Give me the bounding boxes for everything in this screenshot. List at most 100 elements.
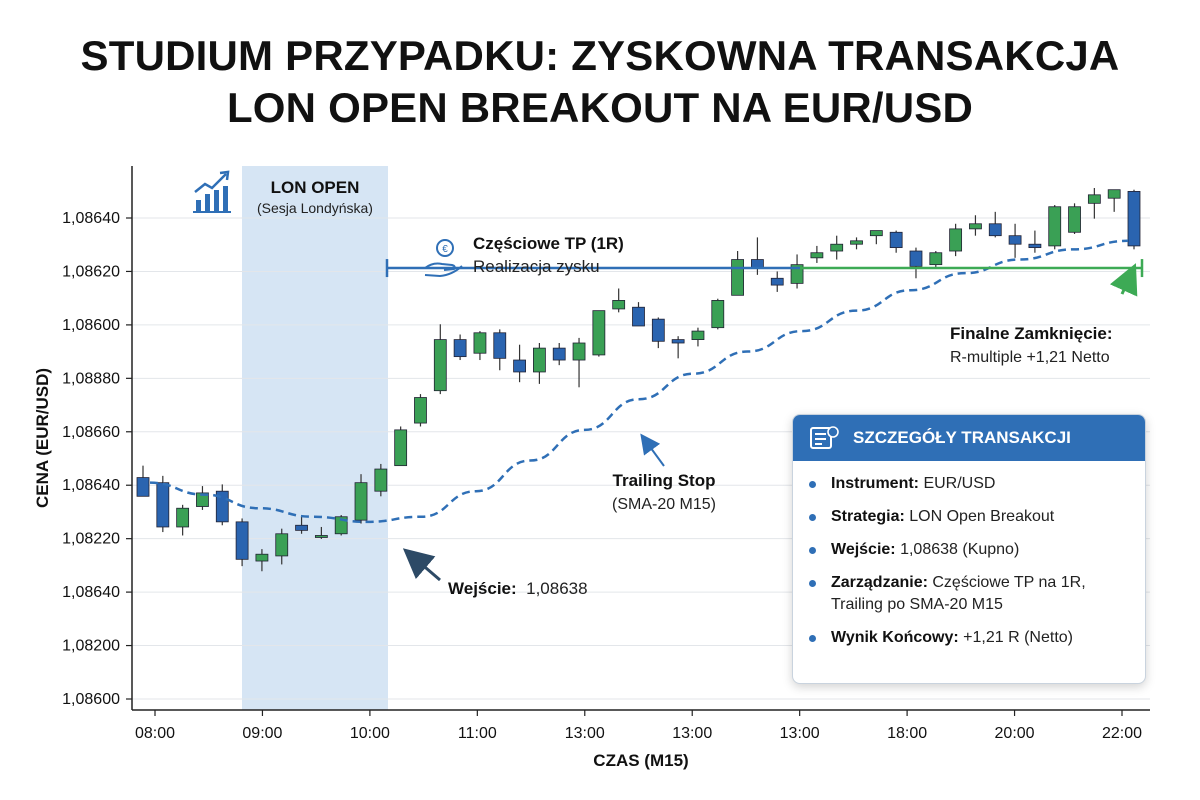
candle-bullish bbox=[869, 230, 883, 237]
x-axis-label: CZAS (M15) bbox=[593, 751, 688, 770]
session-title: LON OPEN bbox=[271, 178, 360, 197]
candle-bullish bbox=[414, 397, 427, 424]
candle-bullish bbox=[533, 347, 546, 373]
candle-bullish bbox=[830, 243, 844, 252]
final-close-arrow bbox=[1109, 263, 1138, 297]
candle-bearish bbox=[909, 250, 923, 267]
entry-label-key: Wejście: bbox=[448, 579, 517, 598]
panel-item-key: Instrument: bbox=[831, 475, 919, 492]
partial-tp-line bbox=[385, 259, 800, 278]
candle-bearish bbox=[1008, 235, 1022, 245]
candle-bearish bbox=[552, 347, 566, 361]
panel-item-result: Wynik Końcowy: +1,21 R (Netto) bbox=[805, 627, 1133, 649]
candles-group bbox=[136, 188, 1141, 572]
y-tick-label: 1,08880 bbox=[62, 370, 120, 387]
candle-bullish bbox=[850, 240, 863, 245]
candle-bullish bbox=[612, 300, 626, 310]
y-tick-label: 1,08640 bbox=[62, 584, 120, 601]
candle-bullish bbox=[394, 429, 408, 467]
trailing-stop-title: Trailing Stop bbox=[613, 471, 716, 490]
x-tick-label: 13:00 bbox=[780, 725, 820, 742]
session-subtitle: (Sesja Londyńska) bbox=[257, 200, 373, 216]
x-axis-ticks: 08:00 09:00 10:00 11:00 13:00 13:00 13:00 18:00… bbox=[135, 710, 1142, 742]
final-close-line bbox=[800, 259, 1144, 297]
candle-bullish bbox=[969, 223, 982, 230]
chart-up-icon bbox=[193, 170, 231, 213]
x-tick-label: 22:00 bbox=[1102, 725, 1142, 742]
x-tick-label: 10:00 bbox=[350, 725, 390, 742]
final-close-subtitle: R-multiple +1,21 Netto bbox=[950, 349, 1110, 366]
panel-item-value: EUR/USD bbox=[923, 475, 996, 492]
candle-bearish bbox=[156, 482, 170, 528]
candle-bullish bbox=[572, 342, 586, 361]
final-close-title: Finalne Zamknięcie: bbox=[950, 324, 1113, 343]
y-axis-ticks: 1,08640 1,08620 1,08600 1,08880 1,08660 1,086… bbox=[62, 210, 132, 708]
candle-bullish bbox=[711, 300, 725, 329]
y-tick-label: 1,08640 bbox=[62, 477, 120, 494]
y-tick-label: 1,08660 bbox=[62, 424, 120, 441]
panel-item-value: LON Open Breakout bbox=[909, 508, 1055, 525]
panel-item-value: Częściowe TP na 1R, Trailing po SMA-20 M… bbox=[831, 574, 1086, 613]
candle-bullish bbox=[374, 468, 388, 492]
page-title: STUDIUM PRZYPADKU: ZYSKOWNA TRANSAKCJA L… bbox=[0, 30, 1200, 134]
x-tick-label: 13:00 bbox=[672, 725, 712, 742]
panel-item-strategy: Strategia: LON Open Breakout bbox=[805, 506, 1133, 528]
candle-bullish bbox=[255, 553, 269, 562]
candle-bearish bbox=[215, 490, 229, 523]
panel-header: SZCZEGÓŁY TRANSAKCJI bbox=[793, 415, 1145, 461]
london-session-band bbox=[242, 166, 388, 710]
candle-bullish bbox=[949, 228, 963, 252]
panel-item-entry: Wejście: 1,08638 (Kupno) bbox=[805, 539, 1133, 561]
panel-title: SZCZEGÓŁY TRANSAKCJI bbox=[853, 428, 1071, 447]
y-axis-label: CENA (EUR/USD) bbox=[33, 368, 52, 508]
x-tick-label: 09:00 bbox=[242, 725, 282, 742]
entry-label: Wejście: 1,08638 bbox=[448, 579, 588, 598]
candle-bullish bbox=[473, 332, 487, 354]
candle-bearish bbox=[770, 277, 784, 286]
candle-bullish bbox=[1107, 189, 1121, 199]
candle-bearish bbox=[988, 223, 1002, 237]
candle-bullish bbox=[433, 339, 447, 392]
tp-subtitle: Realizacja zysku bbox=[473, 257, 600, 276]
title-line-1: STUDIUM PRZYPADKU: ZYSKOWNA TRANSAKCJA bbox=[80, 32, 1120, 79]
x-tick-label: 11:00 bbox=[458, 725, 497, 742]
candle-bullish bbox=[176, 507, 190, 528]
panel-item-management: Zarządzanie: Częściowe TP na 1R, Trailin… bbox=[805, 572, 1133, 616]
candle-bullish bbox=[731, 259, 744, 296]
panel-item-key: Strategia: bbox=[831, 508, 905, 525]
candle-bullish bbox=[929, 252, 943, 266]
y-tick-label: 1,08600 bbox=[62, 691, 120, 708]
x-tick-label: 18:00 bbox=[887, 725, 927, 742]
candle-bullish bbox=[275, 533, 289, 557]
candle-bearish bbox=[235, 521, 249, 560]
y-tick-label: 1,08220 bbox=[62, 531, 120, 548]
entry-label-value: 1,08638 bbox=[526, 579, 587, 598]
panel-list: Instrument: EUR/USD Strategia: LON Open … bbox=[793, 461, 1145, 649]
candle-bullish bbox=[354, 482, 368, 521]
candle-bearish bbox=[632, 306, 645, 327]
y-tick-label: 1,08600 bbox=[62, 317, 120, 334]
panel-item-value: 1,08638 (Kupno) bbox=[900, 541, 1020, 558]
candle-bullish bbox=[196, 492, 209, 507]
x-tick-label: 13:00 bbox=[565, 725, 605, 742]
candle-bullish bbox=[1068, 206, 1081, 233]
trailing-stop-subtitle: (SMA-20 M15) bbox=[612, 496, 716, 513]
trailing-stop-line bbox=[149, 239, 1129, 524]
candle-bearish bbox=[1028, 243, 1042, 249]
panel-item-instrument: Instrument: EUR/USD bbox=[805, 473, 1133, 495]
candle-bullish bbox=[810, 252, 824, 259]
candle-bullish bbox=[1087, 194, 1101, 204]
candle-bullish bbox=[314, 535, 328, 538]
candle-bearish bbox=[889, 231, 903, 249]
panel-item-value: +1,21 R (Netto) bbox=[963, 629, 1073, 646]
hand-coin-icon: € bbox=[424, 239, 463, 278]
candle-bearish bbox=[136, 477, 150, 497]
candle-bearish bbox=[1127, 191, 1141, 247]
tp-title: Częściowe TP (1R) bbox=[473, 234, 624, 253]
candle-bearish bbox=[453, 339, 467, 358]
trailing-stop-arrow bbox=[640, 433, 665, 467]
document-icon bbox=[810, 426, 839, 449]
candle-bearish bbox=[751, 259, 764, 269]
candle-bullish bbox=[1048, 206, 1062, 247]
